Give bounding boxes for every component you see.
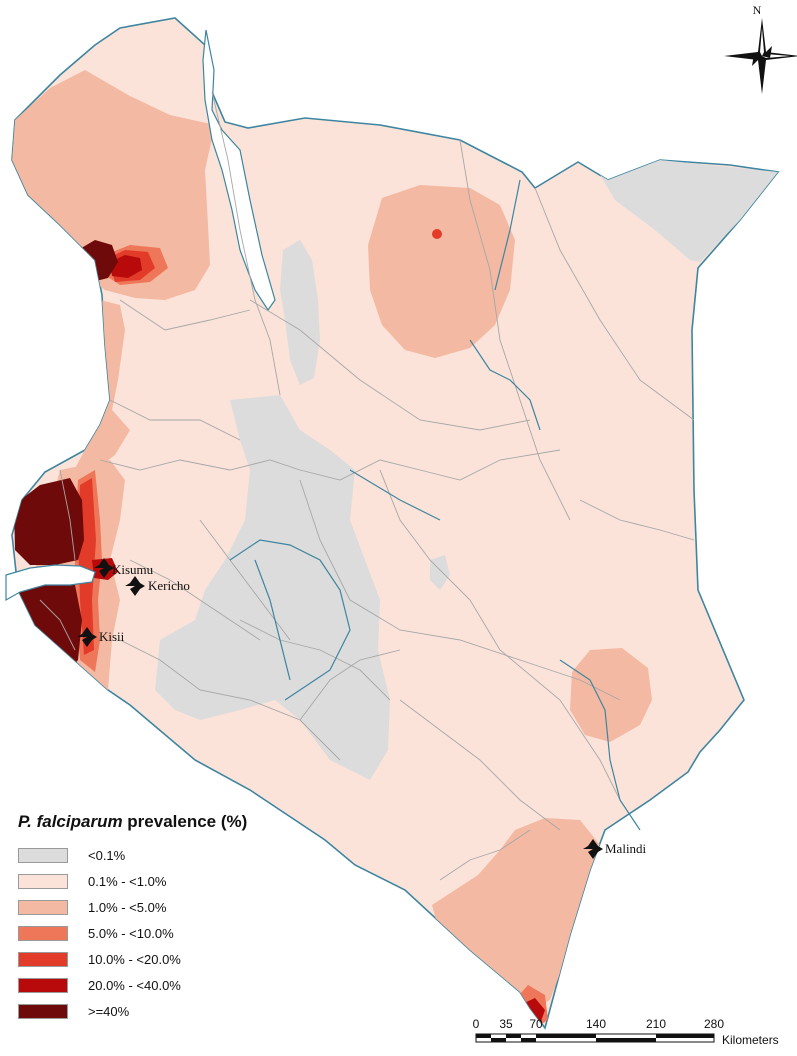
city-marker-icon (125, 576, 145, 596)
city-marker-icon (77, 627, 97, 647)
city-label-malindi: Malindi (605, 841, 647, 856)
city-kericho: Kericho (125, 576, 190, 596)
lake-victoria (5, 564, 96, 602)
legend-label: 1.0% - <5.0% (88, 899, 167, 915)
legend-item: <0.1% (18, 842, 318, 868)
scale-tick-140: 140 (586, 1017, 606, 1031)
legend-item: 1.0% - <5.0% (18, 894, 318, 920)
zone-ge-40-lake-south (18, 580, 82, 670)
city-malindi: Malindi (583, 839, 647, 859)
legend-title-species: P. falciparum (18, 812, 123, 831)
scale-tick-280: 280 (704, 1017, 724, 1031)
legend-swatch (18, 899, 68, 915)
legend: P. falciparum prevalence (%) <0.1% 0.1% -… (18, 812, 318, 1024)
zone-lt-0-1-highlands (155, 395, 390, 780)
rivers (229, 179, 641, 831)
scale-tick-210: 210 (646, 1017, 666, 1031)
legend-label: >=40% (88, 1003, 130, 1019)
legend-swatch (18, 1003, 68, 1019)
legend-swatch (18, 847, 68, 863)
scale-tick-35: 35 (499, 1017, 513, 1031)
city-label-kisii: Kisii (99, 629, 125, 644)
legend-label: 0.1% - <1.0% (88, 873, 167, 889)
district-boundaries (39, 91, 695, 881)
legend-swatch (18, 951, 68, 967)
zone-1-5-northwest (12, 70, 215, 300)
scale-bar: 0 35 70 140 210 280 Kilometers (473, 1017, 779, 1047)
zone-20-40-lodwar (110, 255, 142, 278)
legend-swatch (18, 977, 68, 993)
legend-label: 20.0% - <40.0% (88, 977, 181, 993)
legend-label: <0.1% (88, 847, 126, 863)
legend-item: 0.1% - <1.0% (18, 868, 318, 894)
zone-ge-40-lake-north (14, 478, 84, 565)
city-kisii: Kisii (77, 627, 125, 647)
legend-swatch (18, 873, 68, 889)
legend-item: 10.0% - <20.0% (18, 946, 318, 972)
city-marker-icon (583, 839, 603, 859)
legend-item: >=40% (18, 998, 318, 1024)
city-label-kericho: Kericho (148, 578, 190, 593)
zone-1-5-west-strip (70, 300, 130, 478)
north-label: N (753, 3, 762, 17)
legend-item: 5.0% - <10.0% (18, 920, 318, 946)
north-arrow: N (724, 3, 797, 94)
legend-label: 5.0% - <10.0% (88, 925, 174, 941)
lake-turkana (202, 29, 276, 312)
scale-tick-70: 70 (529, 1017, 543, 1031)
legend-items: <0.1% 0.1% - <1.0% 1.0% - <5.0% 5.0% - <10.… (18, 842, 318, 1024)
legend-label: 10.0% - <20.0% (88, 951, 181, 967)
scale-unit: Kilometers (722, 1033, 779, 1047)
city-kisumu: Kisumu (94, 558, 154, 578)
legend-title: P. falciparum prevalence (%) (18, 812, 318, 832)
legend-swatch (18, 925, 68, 941)
zone-lt-0-1-northeast (600, 160, 778, 262)
legend-item: 20.0% - <40.0% (18, 972, 318, 998)
zone-lt-0-1-east-central (430, 555, 450, 590)
city-label-kisumu: Kisumu (112, 562, 154, 577)
scale-tick-0: 0 (473, 1017, 480, 1031)
zone-10-20-marsabit-spot (432, 229, 442, 239)
zone-lt-0-1-turkana-lake (280, 240, 320, 385)
zone-1-5-coast (432, 818, 600, 1010)
city-marker-icon (94, 558, 114, 578)
legend-title-rest: prevalence (%) (122, 812, 248, 831)
